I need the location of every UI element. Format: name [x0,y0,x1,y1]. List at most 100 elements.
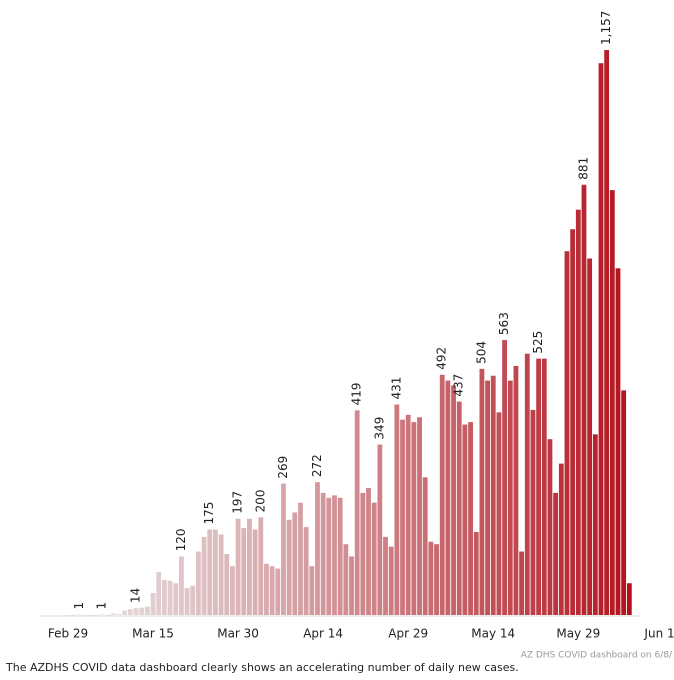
bar [292,512,298,615]
bar [275,568,281,615]
bar [553,492,559,615]
bar [93,615,99,616]
bar [541,358,547,615]
bar [258,517,264,615]
bar [405,414,411,615]
bar [144,606,150,615]
bar [615,268,621,615]
bar [127,609,133,615]
bar [468,422,473,615]
bar [230,566,235,615]
value-label: 563 [497,312,511,335]
bar [383,536,388,615]
value-label: 1 [72,602,86,610]
bar [360,492,366,615]
bar [207,529,213,615]
bar [179,556,184,615]
bar [530,409,536,615]
bar [281,483,286,615]
value-label: 525 [531,331,545,354]
bar [71,615,77,616]
bar [434,544,439,615]
x-tick-label: Apr 29 [388,627,428,641]
bar [445,380,451,615]
bar [76,614,82,616]
bar [377,444,383,615]
bar [349,556,354,615]
bar [502,340,507,615]
bar [286,519,292,615]
x-tick-label: Mar 30 [217,627,259,641]
bar [366,488,371,615]
bar [621,390,627,615]
bar [332,495,337,615]
bar [303,527,309,615]
value-label: 492 [435,347,449,370]
bar [485,380,490,615]
bar [224,553,230,615]
caption: The AZDHS COVID data dashboard clearly s… [5,661,519,674]
bar [116,614,122,615]
bar [519,551,524,615]
bar [473,531,479,615]
value-label: 269 [276,456,290,479]
value-label: 881 [576,157,590,180]
bar [604,49,610,615]
bar [524,353,530,615]
bar [247,518,252,615]
bar [196,551,201,615]
value-label: 14 [129,588,143,603]
bar [315,482,320,615]
bar [184,588,190,615]
x-tick-label: Feb 29 [48,627,88,641]
bar [547,439,553,615]
bar [587,258,593,615]
bar [269,566,275,615]
bar [88,615,94,616]
bar [490,375,496,615]
bar [388,546,394,615]
bar [82,615,88,616]
bar [252,529,258,615]
value-label: 504 [474,341,488,364]
value-label: 431 [389,377,403,400]
bar [598,63,604,615]
value-label: 200 [253,489,267,512]
bar [235,518,241,615]
bar [570,229,576,615]
bar [479,368,485,615]
bar [139,607,145,615]
bar [309,566,315,615]
bar [371,502,377,615]
bar [581,184,587,616]
bar [417,417,422,615]
x-tick-label: Apr 14 [303,627,343,641]
bar [320,492,326,615]
value-label: 1 [95,602,109,610]
bar [564,251,570,616]
bar [439,374,445,615]
bar [536,358,542,615]
x-tick-label: Jun 13 [643,627,674,641]
bar [354,410,360,615]
bar [400,419,405,615]
bar [122,610,128,615]
bar [110,613,116,615]
bar [428,541,434,615]
value-label: 437 [452,374,466,397]
bar [456,401,462,615]
bar [173,583,179,615]
value-label: 272 [310,454,324,477]
value-label: 349 [372,417,386,440]
bar [190,585,196,615]
bar [558,463,564,615]
x-tick-label: May 14 [471,627,515,641]
bar [343,544,349,615]
bar [575,209,581,615]
x-tick-label: May 29 [556,627,600,641]
value-label: 175 [202,502,216,525]
bar [513,365,519,615]
bar [422,477,428,615]
value-label: 1,157 [599,11,613,45]
